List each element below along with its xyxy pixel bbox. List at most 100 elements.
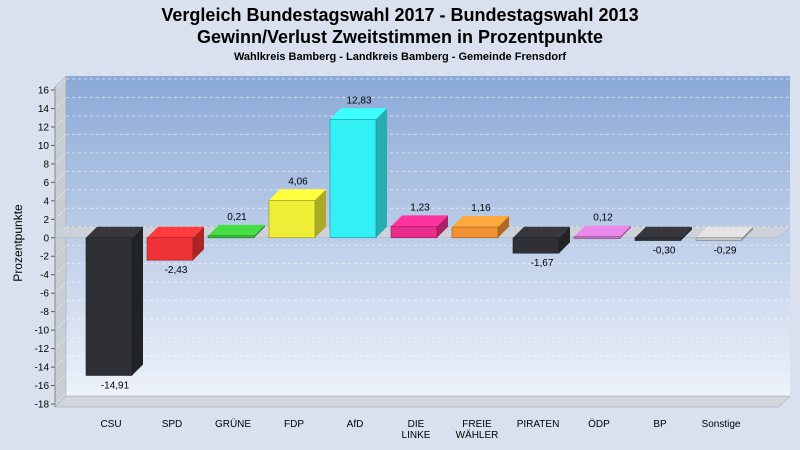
bar-front bbox=[85, 237, 133, 376]
bar-top bbox=[696, 226, 753, 238]
category-label: ÖDP bbox=[588, 418, 610, 430]
gridline-side bbox=[54, 97, 67, 109]
category-label: Sonstige bbox=[702, 419, 741, 430]
bar-top bbox=[574, 225, 631, 237]
value-labels: -14,91 -2,43 0,21 4,06 12,83 1,23 1,16 -1,67 0,1… bbox=[101, 95, 737, 391]
value-label: 12,83 bbox=[346, 95, 371, 106]
gridline-side bbox=[54, 263, 67, 276]
bar-front bbox=[451, 226, 499, 239]
gridline-side bbox=[54, 170, 67, 183]
bar-top bbox=[635, 226, 692, 238]
gridline-side bbox=[54, 337, 67, 349]
y-tick-label: 8 bbox=[43, 159, 49, 170]
value-label: -0,30 bbox=[653, 246, 676, 257]
gridline-side bbox=[54, 189, 67, 202]
bar-top bbox=[269, 189, 326, 201]
category-label: DIE bbox=[408, 419, 425, 430]
value-label: 0,21 bbox=[227, 212, 247, 223]
bar-front bbox=[268, 199, 316, 239]
category-label: CSU bbox=[100, 419, 121, 430]
bar-top bbox=[147, 226, 204, 238]
chart-title: Vergleich Bundestagswahl 2017 - Bundesta… bbox=[161, 5, 639, 25]
bar-top bbox=[86, 226, 143, 238]
bar-front bbox=[634, 237, 682, 241]
gridline-side bbox=[54, 134, 67, 146]
y-tick-label: 4 bbox=[43, 196, 49, 207]
value-label: 1,23 bbox=[410, 202, 430, 213]
bar-top bbox=[452, 216, 509, 228]
category-label: PIRATEN bbox=[517, 419, 560, 430]
bar-freie-wähler bbox=[451, 216, 509, 239]
gridline-side bbox=[54, 300, 67, 313]
bar-side bbox=[193, 226, 204, 261]
bars bbox=[85, 108, 753, 376]
y-tick-label: -18 bbox=[35, 400, 50, 411]
bar-top bbox=[391, 215, 448, 227]
y-tick-label: -8 bbox=[40, 307, 49, 318]
gridline-side bbox=[54, 115, 67, 128]
bar-top bbox=[208, 224, 265, 236]
y-tick-label: 10 bbox=[38, 141, 50, 152]
gridline-side bbox=[54, 78, 67, 91]
bar-csu bbox=[85, 226, 143, 376]
bar-bp bbox=[634, 226, 692, 241]
bar-side bbox=[559, 226, 570, 254]
bar-front bbox=[512, 237, 560, 254]
bar-front bbox=[573, 236, 621, 239]
y-tick-label: 2 bbox=[43, 215, 49, 226]
bar-spd bbox=[146, 226, 204, 261]
bar-sonstige bbox=[695, 226, 753, 241]
y-tick-label: -12 bbox=[35, 344, 50, 355]
value-label: 1,16 bbox=[471, 203, 491, 214]
bar-front bbox=[390, 226, 438, 239]
value-label: -0,29 bbox=[714, 245, 737, 256]
value-label: -1,67 bbox=[531, 258, 554, 269]
gridline-side bbox=[54, 244, 67, 257]
plot-floor bbox=[54, 395, 791, 408]
category-label: FDP bbox=[284, 419, 304, 430]
bar-side bbox=[620, 225, 631, 239]
y-tick-label: -6 bbox=[40, 289, 49, 300]
y-tick-label: -10 bbox=[35, 326, 50, 337]
bar-front bbox=[329, 118, 377, 239]
bar-piraten bbox=[512, 226, 570, 254]
category-label: SPD bbox=[162, 419, 183, 430]
gridline-side bbox=[54, 318, 67, 331]
bar-ödp bbox=[573, 225, 631, 239]
y-tick-label: -4 bbox=[40, 270, 49, 281]
value-label: -2,43 bbox=[165, 265, 188, 276]
gridline-side bbox=[54, 226, 67, 239]
y-tick-label: 16 bbox=[38, 86, 50, 97]
bar-die-linke bbox=[390, 215, 448, 239]
chart-subtitle: Gewinn/Verlust Zweitstimmen in Prozentpu… bbox=[196, 27, 604, 47]
bar-side bbox=[132, 226, 143, 376]
bar-afd bbox=[329, 108, 387, 239]
chart-caption: Wahlkreis Bamberg - Landkreis Bamberg - … bbox=[233, 51, 567, 63]
gridline-side bbox=[54, 207, 67, 220]
y-tick-label: 6 bbox=[43, 178, 49, 189]
gridline-side bbox=[54, 152, 67, 165]
y-tick-label: -14 bbox=[35, 363, 50, 374]
gridline-side bbox=[54, 374, 67, 386]
bar-side bbox=[742, 226, 753, 241]
bar-fdp bbox=[268, 189, 326, 239]
y-tick-label: 12 bbox=[38, 122, 50, 133]
bar-grüne bbox=[207, 224, 265, 239]
value-label: 4,06 bbox=[288, 176, 308, 187]
value-label: 0,12 bbox=[593, 213, 613, 224]
y-tick-label: 14 bbox=[38, 104, 50, 115]
gridline-side bbox=[54, 355, 67, 368]
category-label: FREIE bbox=[462, 419, 492, 430]
bar-side bbox=[315, 189, 326, 238]
category-label: WÄHLER bbox=[456, 429, 499, 441]
bar-side bbox=[437, 215, 448, 238]
bar-front bbox=[146, 237, 194, 261]
y-tick-label: 0 bbox=[43, 233, 49, 244]
gridline-side bbox=[54, 392, 67, 405]
category-label: AfD bbox=[347, 419, 364, 430]
bar-top bbox=[330, 108, 387, 120]
y-tick-label: -2 bbox=[40, 252, 49, 263]
gridline-side bbox=[54, 281, 67, 294]
